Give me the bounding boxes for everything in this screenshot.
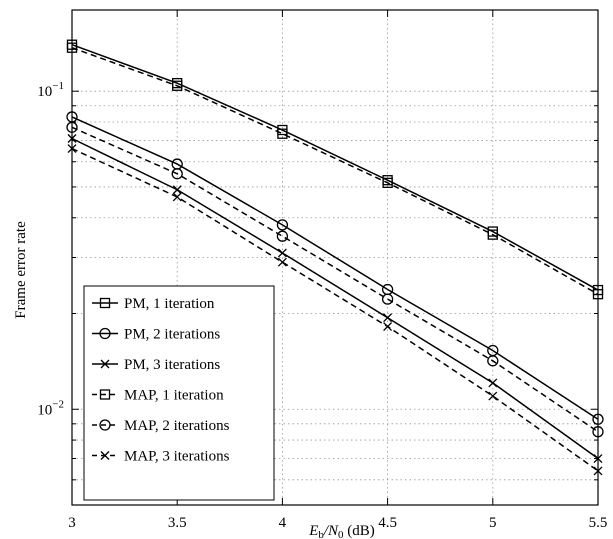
square-marker (277, 128, 288, 139)
x-axis-label-symbol: E (308, 523, 318, 539)
circle-marker (99, 419, 111, 431)
x-tick-labels: 3 3.5 4 4.5 5 5.5 (68, 515, 607, 531)
legend-entry: PM, 1 iteration (92, 296, 215, 312)
series-line (71, 44, 599, 291)
x-marker (277, 257, 287, 267)
series-6 (67, 144, 603, 476)
circle-marker (171, 168, 183, 180)
legend-label: MAP, 2 iterations (124, 418, 230, 434)
square-marker (487, 229, 498, 240)
x-marker (383, 313, 393, 323)
x-tick-label: 4.5 (378, 515, 397, 531)
y-tick-labels: 10−1 10−2 (37, 80, 64, 418)
x-marker (488, 378, 498, 388)
circle-marker (381, 293, 394, 305)
x-marker (488, 391, 498, 401)
series-line (71, 147, 599, 472)
legend-entry: MAP, 1 iteration (92, 388, 224, 404)
x-tick-label: 5 (489, 515, 497, 531)
circle-marker (276, 230, 289, 242)
legend-entry: MAP, 3 iterations (92, 449, 230, 465)
y-axis-label: Frame error rate (13, 221, 29, 319)
series-5 (66, 121, 604, 438)
legend-label: PM, 1 iteration (124, 296, 215, 312)
square-marker (382, 177, 393, 189)
x-tick-label: 4 (279, 515, 287, 531)
square-marker (99, 297, 111, 309)
series-4 (66, 42, 604, 300)
legend-label: PM, 2 iterations (124, 327, 220, 343)
circle-marker (487, 355, 499, 367)
legend-box (83, 285, 275, 501)
x-tick-label: 3.5 (168, 515, 187, 531)
x-axis-label-sub2: 0 (338, 529, 344, 539)
legend-label: MAP, 1 iteration (124, 388, 224, 404)
legend-entry: MAP, 2 iterations (92, 418, 230, 434)
series-line (71, 116, 599, 420)
legend-label: PM, 3 iterations (124, 357, 220, 373)
square-marker (172, 80, 183, 91)
x-axis-label: Eb/N0 (dB) (308, 523, 375, 539)
grid-lines (72, 10, 598, 505)
x-marker (100, 359, 110, 369)
y-tick-label: 10−2 (37, 398, 64, 418)
y-tick-label: 10−1 (37, 80, 64, 100)
circle-marker (276, 219, 289, 231)
x-marker (172, 185, 182, 195)
series-group (66, 39, 604, 476)
x-axis-label-unit: (dB) (344, 523, 375, 539)
x-marker (277, 248, 287, 258)
legend-entry: PM, 2 iterations (92, 327, 220, 343)
series-3 (67, 134, 603, 463)
square-marker (99, 389, 111, 400)
x-marker (172, 192, 182, 202)
x-tick-label: 3 (68, 515, 76, 531)
x-tick-label: 5.5 (589, 515, 608, 531)
x-axis-label-sub1: b (318, 529, 324, 539)
legend-entry: PM, 3 iterations (92, 357, 220, 373)
x-marker (100, 451, 110, 460)
x-marker (383, 322, 393, 331)
series-line (71, 137, 599, 460)
circle-marker (99, 327, 111, 340)
x-axis-label-slash: /N (323, 523, 339, 539)
legend: PM, 1 iteration PM, 2 iterations PM, 3 ite… (83, 285, 275, 501)
series-line (71, 47, 599, 295)
legend-label: MAP, 3 iterations (124, 449, 230, 465)
series-line (71, 126, 599, 433)
